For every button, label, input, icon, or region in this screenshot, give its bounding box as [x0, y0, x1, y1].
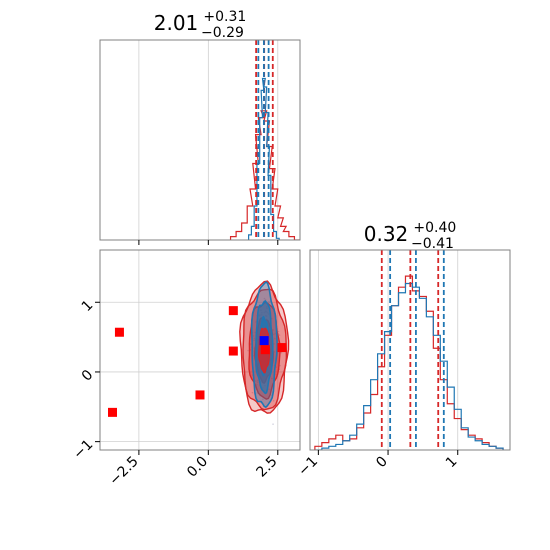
red-marker [108, 407, 117, 417]
sample-point [272, 423, 274, 425]
sample-point [272, 399, 275, 402]
sample-point [277, 330, 280, 333]
histograms [229, 77, 300, 240]
y-tick-label: 1 [79, 297, 97, 315]
lower-error: −0.29 [201, 25, 244, 41]
x-tick-label: 2.5 [254, 454, 281, 481]
upper-error: +0.40 [413, 220, 456, 236]
x-tick-label: 0.0 [184, 454, 211, 481]
histogram-red [314, 275, 504, 450]
sample-point [262, 398, 264, 401]
panel-title: 0.32 +0.40 [364, 220, 457, 246]
upper-error: +0.31 [203, 9, 246, 25]
y-tick-label: 0 [79, 367, 97, 385]
axes-frame [99, 249, 301, 451]
sample-point [251, 391, 254, 394]
markers [108, 306, 287, 417]
lower-error: −0.41 [411, 236, 454, 252]
median-value: 0.32 [364, 222, 409, 246]
axes-frame [99, 39, 301, 241]
red-marker [114, 327, 124, 337]
quantile-lines [255, 40, 274, 240]
quantile-lines [380, 250, 445, 450]
sample-point [278, 334, 281, 336]
grid [138, 40, 279, 240]
panel-bottom-right: −1 0 1 0.32 +0.40 −0.41 [295, 220, 511, 480]
panel-bottom-left: −2.5 0.0 2.5 −1 0 1 [70, 249, 301, 489]
x-tick-label: −1 [295, 454, 321, 480]
panel-title: 2.01 +0.31 [154, 9, 247, 35]
median-value: 2.01 [154, 11, 199, 35]
sample-point [280, 351, 283, 354]
red-marker [228, 306, 238, 316]
red-marker [277, 343, 287, 353]
blue-marker [259, 336, 269, 346]
histogram-red [229, 110, 300, 240]
red-marker [228, 346, 238, 356]
sample-point [247, 349, 249, 352]
sample-point [263, 297, 266, 300]
x-tick-label: −2.5 [106, 454, 141, 489]
panel-top-left: 2.01 +0.31 −0.29 [99, 9, 301, 245]
ticks: −1 0 1 [295, 450, 461, 480]
grid [317, 250, 459, 450]
x-ticks [138, 240, 279, 245]
histogram-blue [248, 77, 280, 240]
red-marker [195, 390, 205, 400]
x-tick-label: 0 [373, 454, 391, 472]
axes-frame [309, 249, 511, 451]
y-tick-label: −1 [70, 437, 96, 463]
sample-point [268, 301, 271, 303]
histogram-blue [314, 282, 504, 450]
histograms [314, 275, 504, 450]
sample-point [267, 301, 270, 303]
x-tick-label: 1 [443, 454, 461, 472]
red-marker [260, 345, 270, 355]
